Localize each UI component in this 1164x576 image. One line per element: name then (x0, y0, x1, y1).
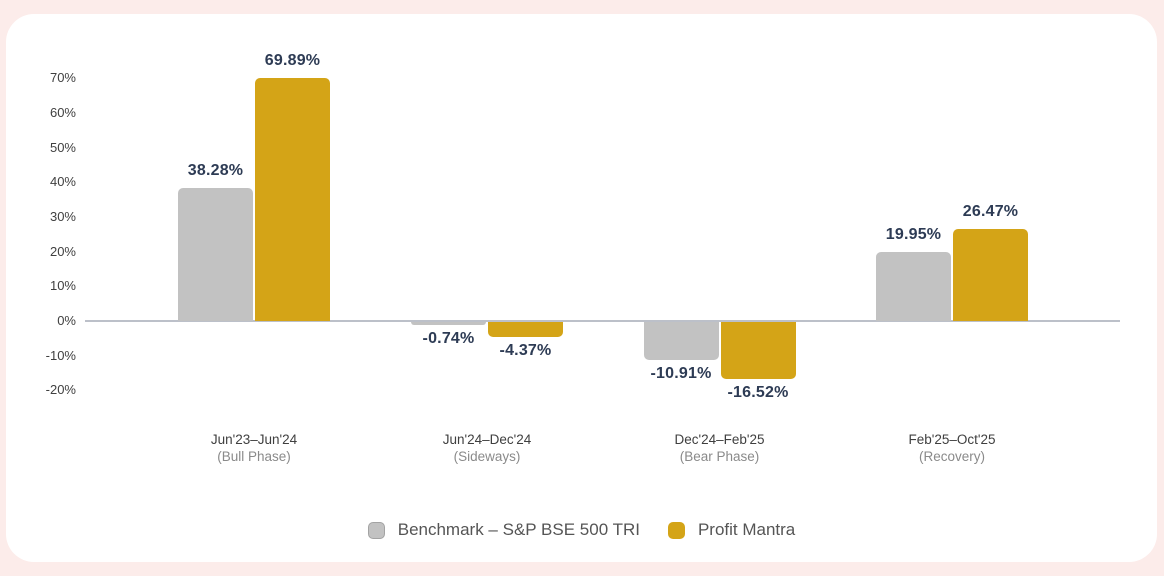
bar-value-label: 19.95% (885, 225, 942, 243)
bar-value-label: -0.74% (422, 329, 475, 347)
y-tick-label: 10% (49, 278, 76, 294)
legend-item-profit-mantra: Profit Mantra (667, 520, 796, 540)
category-label-0: Jun'23–Jun'24 (Bull Phase) (144, 431, 364, 465)
chart-legend: Benchmark – S&P BSE 500 TRI Profit Mantr… (6, 520, 1157, 540)
category-phase: (Bear Phase) (679, 449, 760, 464)
bar-profit-mantra-0 (255, 78, 330, 321)
bar-value-label: 69.89% (264, 52, 321, 70)
legend-label-profit-mantra: Profit Mantra (697, 520, 796, 539)
category-phase: (Sideways) (453, 449, 521, 464)
category-phase: (Recovery) (918, 449, 985, 464)
category-label-2: Dec'24–Feb'25 (Bear Phase) (610, 431, 830, 465)
legend-label-benchmark: Benchmark – S&P BSE 500 TRI (397, 520, 640, 539)
zero-axis-line (85, 320, 1120, 322)
y-tick-label: 60% (49, 104, 76, 120)
y-tick-label: -10% (45, 347, 76, 363)
bar-benchmark-1 (411, 322, 486, 325)
y-tick-label: 40% (49, 174, 76, 190)
bar-benchmark-3 (876, 251, 951, 321)
legend-item-benchmark: Benchmark – S&P BSE 500 TRI (367, 520, 640, 540)
bar-value-label: 26.47% (962, 203, 1019, 221)
category-label-3: Feb'25–Oct'25 (Recovery) (842, 431, 1062, 465)
y-tick-label: 70% (49, 70, 76, 86)
category-phase: (Bull Phase) (217, 449, 291, 464)
bar-value-label: -10.91% (650, 364, 712, 382)
y-tick-label: 20% (49, 243, 76, 259)
bar-value-label: -4.37% (499, 342, 552, 360)
chart-card: 70% 60% 50% 40% 30% 20% 10% 0% -10% -20% 38.28% -0… (6, 14, 1157, 562)
bar-benchmark-0 (178, 188, 253, 321)
y-tick-label: -20% (45, 382, 76, 398)
bar-profit-mantra-1 (488, 322, 563, 338)
bar-benchmark-2 (643, 322, 719, 360)
category-period: Dec'24–Feb'25 (674, 432, 765, 447)
bar-value-label: 38.28% (187, 162, 244, 180)
bar-chart: 70% 60% 50% 40% 30% 20% 10% 0% -10% -20% 38.28% -0… (6, 14, 1157, 562)
category-period: Feb'25–Oct'25 (908, 432, 996, 447)
category-period: Jun'23–Jun'24 (210, 432, 298, 447)
bar-profit-mantra-3 (953, 229, 1028, 321)
category-label-1: Jun'24–Dec'24 (Sideways) (377, 431, 597, 465)
bar-profit-mantra-2 (720, 322, 796, 380)
y-tick-label: 30% (49, 208, 76, 224)
benchmark-swatch-icon (367, 521, 385, 539)
bar-value-label: -16.52% (727, 384, 789, 402)
y-tick-label: 50% (49, 139, 76, 155)
profit-mantra-swatch-icon (667, 521, 685, 539)
y-tick-label: 0% (57, 313, 76, 328)
category-period: Jun'24–Dec'24 (442, 432, 532, 447)
